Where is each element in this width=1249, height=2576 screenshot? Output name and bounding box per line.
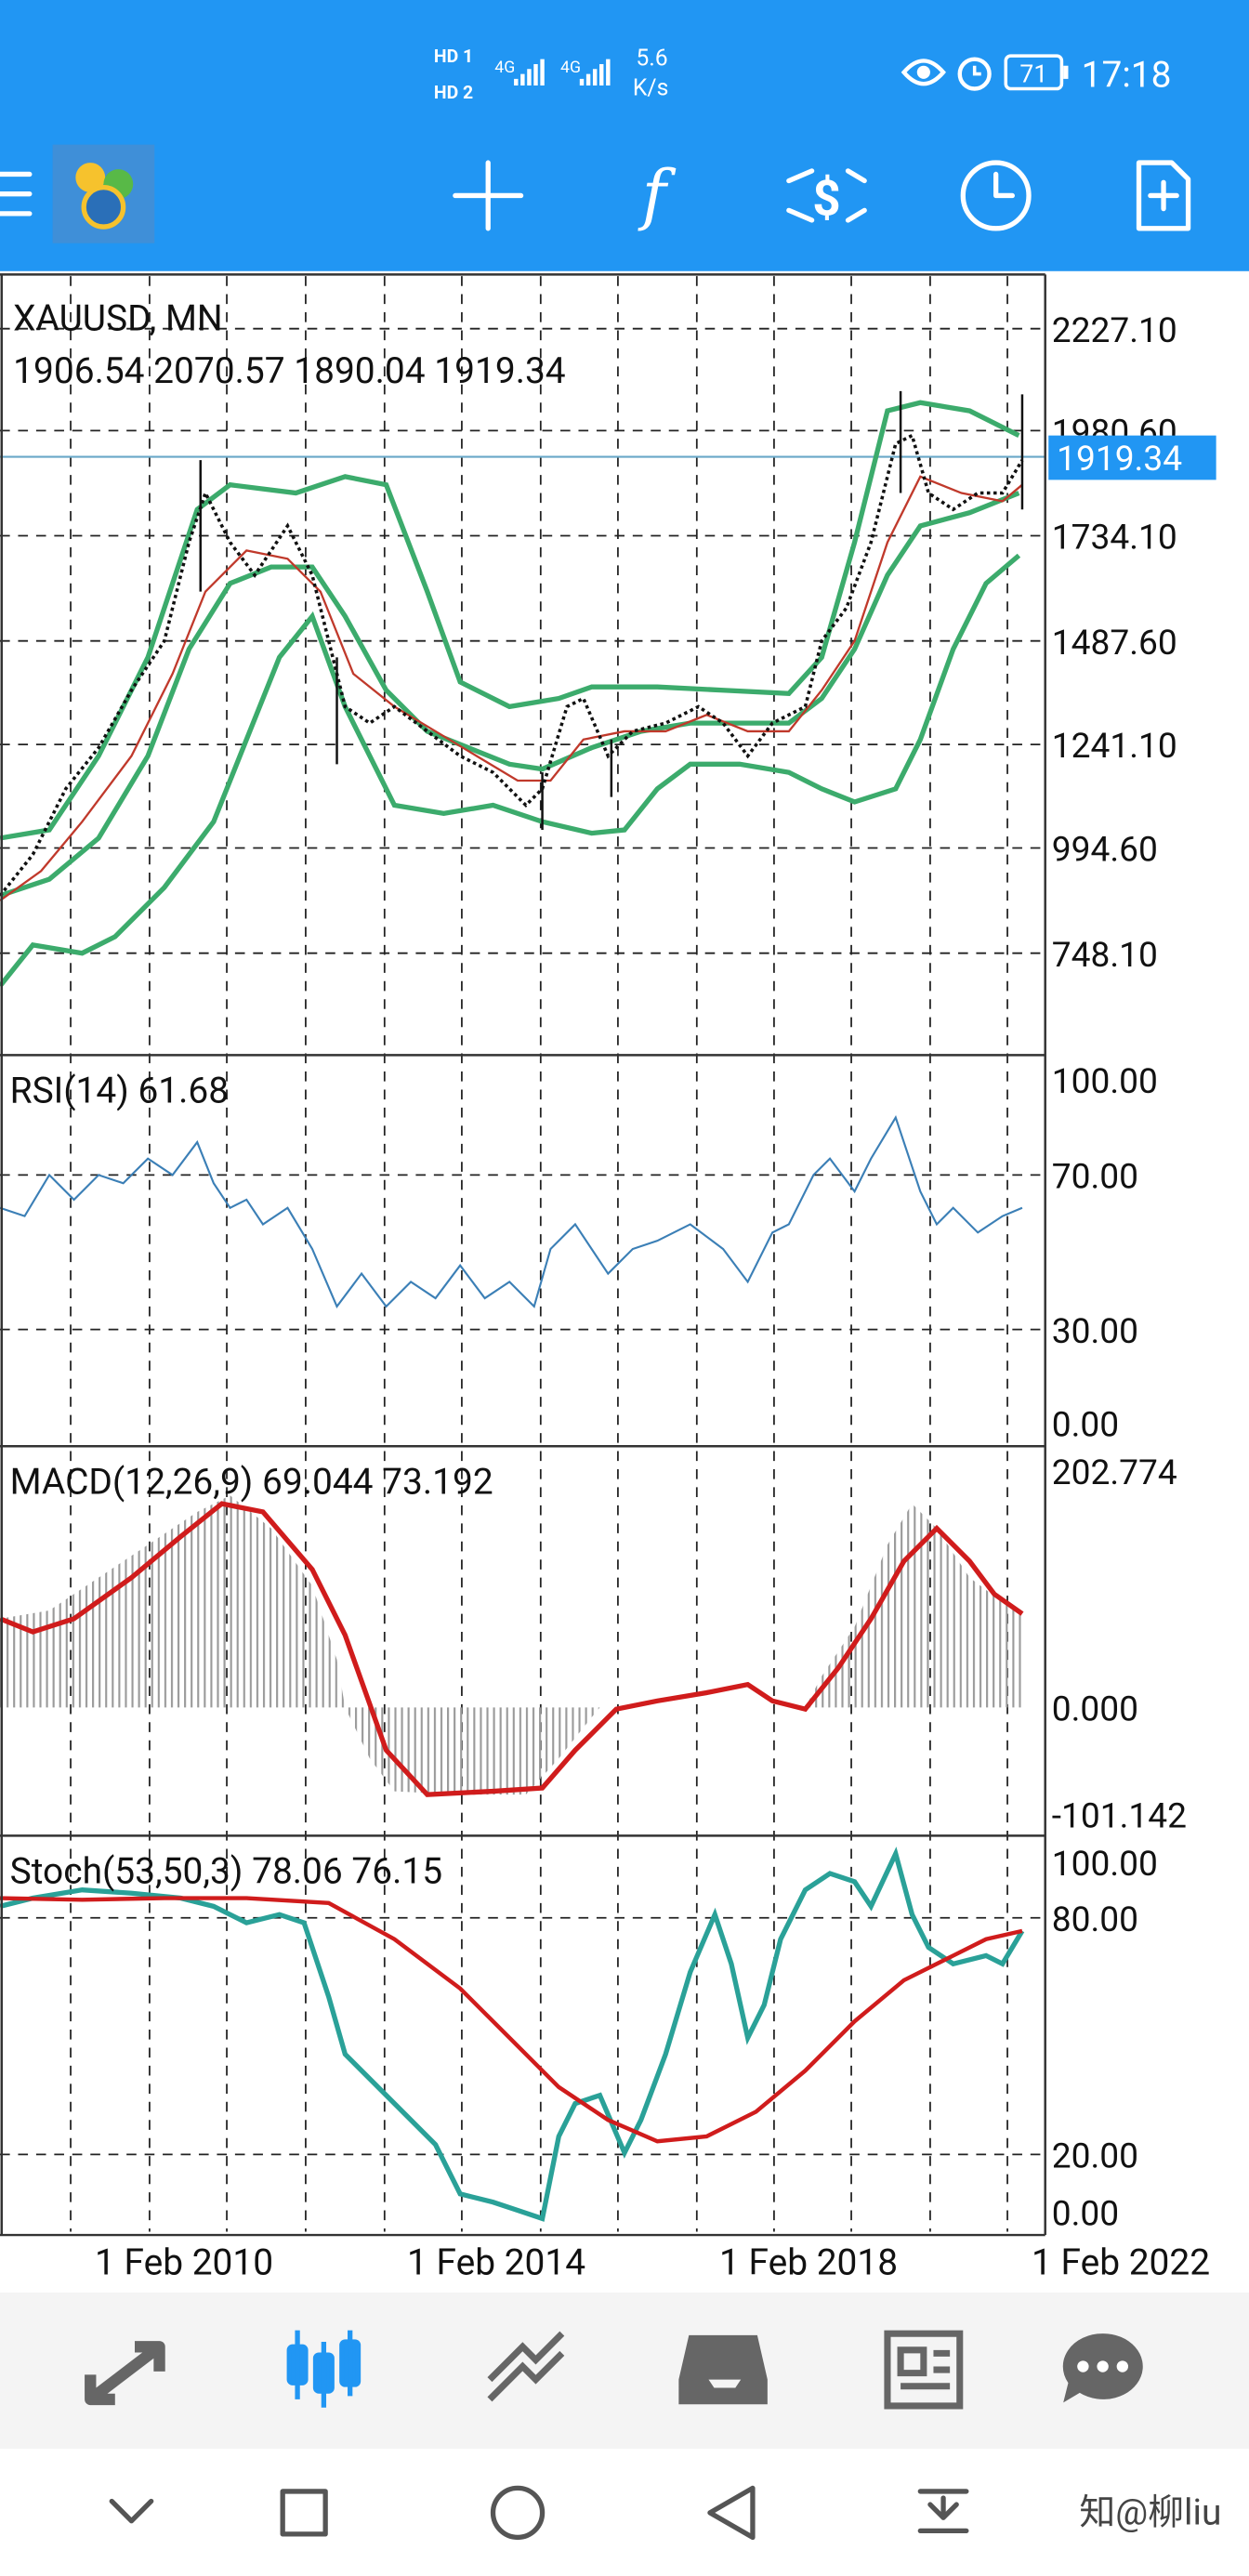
stoch-signal	[0, 1896, 1023, 2144]
axis-label: 80.00	[1052, 1900, 1138, 1940]
system-nav: 知@柳liu	[109, 2485, 1221, 2541]
status-bar: HD 1 HD 2 4G 4G 5.6 K/s 71 17:18	[434, 46, 1172, 103]
trade-tab[interactable]	[487, 2331, 565, 2402]
svg-text:$: $	[812, 170, 840, 228]
panel-frames	[0, 273, 1046, 2237]
symbol: XAUUSD, MN	[13, 297, 223, 339]
tabs	[85, 2330, 1143, 2410]
rsi-line	[0, 1115, 1023, 1308]
axis-label: 1487.60	[1052, 624, 1177, 664]
network: 4G	[494, 59, 515, 77]
axis-label: -101.142	[1052, 1796, 1187, 1836]
clock: 17:18	[1082, 55, 1172, 97]
axis-label: 0.000	[1052, 1690, 1138, 1730]
axis-label: 20.00	[1052, 2137, 1138, 2177]
axis-label: 994.60	[1052, 831, 1158, 871]
axis-label: 100.00	[1052, 1845, 1158, 1885]
stoch-label: Stoch(53,50,3) 78.06 76.15	[10, 1851, 442, 1893]
macd-histogram	[0, 1495, 346, 1708]
menu[interactable]	[0, 171, 33, 217]
current-price: 1919.34	[1057, 440, 1182, 480]
quotes-tab[interactable]	[85, 2341, 165, 2406]
axis-label: 0.00	[1052, 1406, 1119, 1446]
nav-recent[interactable]	[280, 2489, 328, 2537]
vertical-grid	[70, 276, 1008, 2232]
time-label: 1 Feb 2018	[719, 2241, 898, 2283]
nav-back[interactable]	[707, 2485, 756, 2541]
rsi-label: RSI(14) 61.68	[10, 1071, 230, 1112]
chat-tab[interactable]	[1062, 2333, 1143, 2403]
price-axes: 2227.101980.601734.101487.601241.10994.6…	[1048, 311, 1216, 2234]
history-tab[interactable]	[678, 2334, 768, 2405]
time-label: 1 Feb 2010	[95, 2241, 273, 2283]
watermark: 知@柳liu	[1079, 2491, 1221, 2533]
axis-label: 30.00	[1052, 1312, 1138, 1352]
time-axis: 1 Feb 2010 1 Feb 2014 1 Feb 2018 1 Feb 2022	[95, 2241, 1210, 2283]
nav-notify[interactable]	[917, 2489, 969, 2534]
new-order[interactable]	[1136, 160, 1191, 231]
macd-label: MACD(12,26,9) 69.044 73.192	[10, 1461, 493, 1503]
news-tab[interactable]	[884, 2330, 964, 2410]
battery: 71	[1019, 59, 1047, 88]
nav-down[interactable]	[109, 2498, 154, 2524]
header	[0, 0, 1249, 271]
stoch-main	[0, 1847, 1025, 2222]
crosshair[interactable]	[453, 160, 524, 231]
axis-label: 100.00	[1052, 1062, 1158, 1102]
toolbar: f $	[0, 144, 1191, 243]
axis-label: 202.774	[1052, 1453, 1177, 1493]
time-label: 1 Feb 2014	[407, 2241, 585, 2283]
time-label: 1 Feb 2022	[1032, 2241, 1210, 2283]
axis-label: 1241.10	[1052, 727, 1177, 767]
axis-label: 0.00	[1052, 2194, 1119, 2234]
current-price-badge	[1048, 435, 1216, 480]
axis-label: 2227.10	[1052, 311, 1177, 351]
speed-unit: K/s	[633, 75, 669, 102]
nav-home[interactable]	[490, 2485, 546, 2541]
tab-bar	[0, 2292, 1249, 2449]
ohlc: 1906.54 2070.57 1890.04 1919.34	[13, 350, 566, 392]
sim-1: HD 1	[434, 46, 473, 67]
chart-tab[interactable]	[286, 2330, 362, 2408]
axis-label: 748.10	[1052, 936, 1158, 976]
axis-label: 1734.10	[1052, 519, 1177, 559]
trade[interactable]: $	[786, 168, 867, 228]
sim-2: HD 2	[434, 82, 473, 103]
macd-signal	[0, 1501, 1024, 1797]
history[interactable]	[960, 160, 1032, 231]
network: 4G	[560, 59, 581, 77]
axis-label: 70.00	[1052, 1158, 1138, 1198]
price-chart	[0, 390, 1024, 988]
speed: 5.6	[636, 46, 667, 72]
